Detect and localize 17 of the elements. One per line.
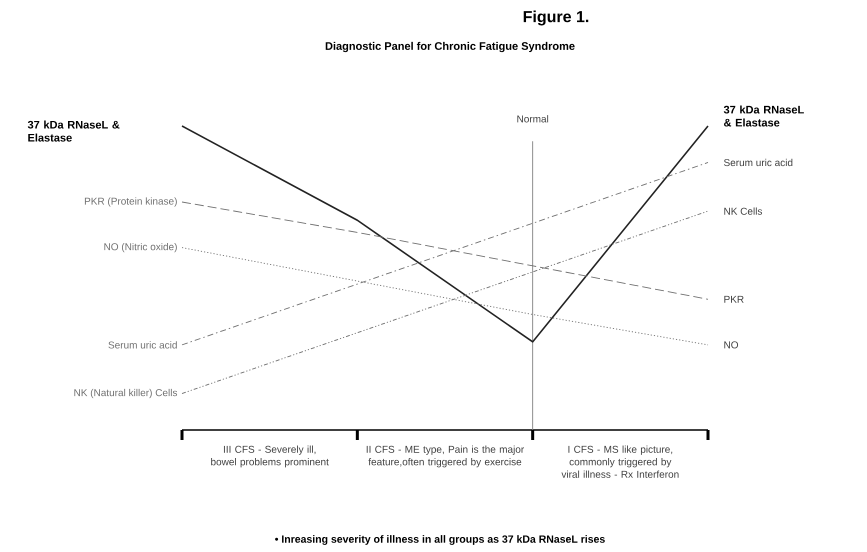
series-label: PKR (Protein kinase) — [84, 197, 177, 207]
text: Normal — [517, 115, 548, 122]
chart-title: Figure 1. — [524, 10, 588, 26]
text: Serum uric acid — [724, 158, 792, 166]
text: I CFS - MS like picture, commonly triggered by viral illness - Rx Interferon — [561, 446, 679, 478]
text: PKR — [724, 296, 744, 303]
text: III CFS - Severely ill, bowel problems prominent — [211, 446, 329, 468]
chart-subtitle: Diagnostic Panel for Chronic Fatigue Syndrome — [326, 42, 575, 52]
text: 37 kDa RNaseL & Elastase — [28, 120, 120, 142]
text: NK Cells — [724, 207, 762, 215]
text: • Inreasing severity of illness in all groups as 37 kDa RNaseL rises — [275, 535, 605, 545]
series-label: NO (Nitric oxide) — [104, 242, 177, 252]
series-label: Serum uric acid — [108, 341, 177, 349]
text: II CFS - ME type, Pain is the major feature,often triggered by exercise — [366, 446, 524, 468]
series-label: NK (Natural killer) Cells — [74, 388, 178, 398]
text: 37 kDa RNaseL & Elastase — [724, 105, 804, 127]
text: NO — [724, 341, 738, 348]
